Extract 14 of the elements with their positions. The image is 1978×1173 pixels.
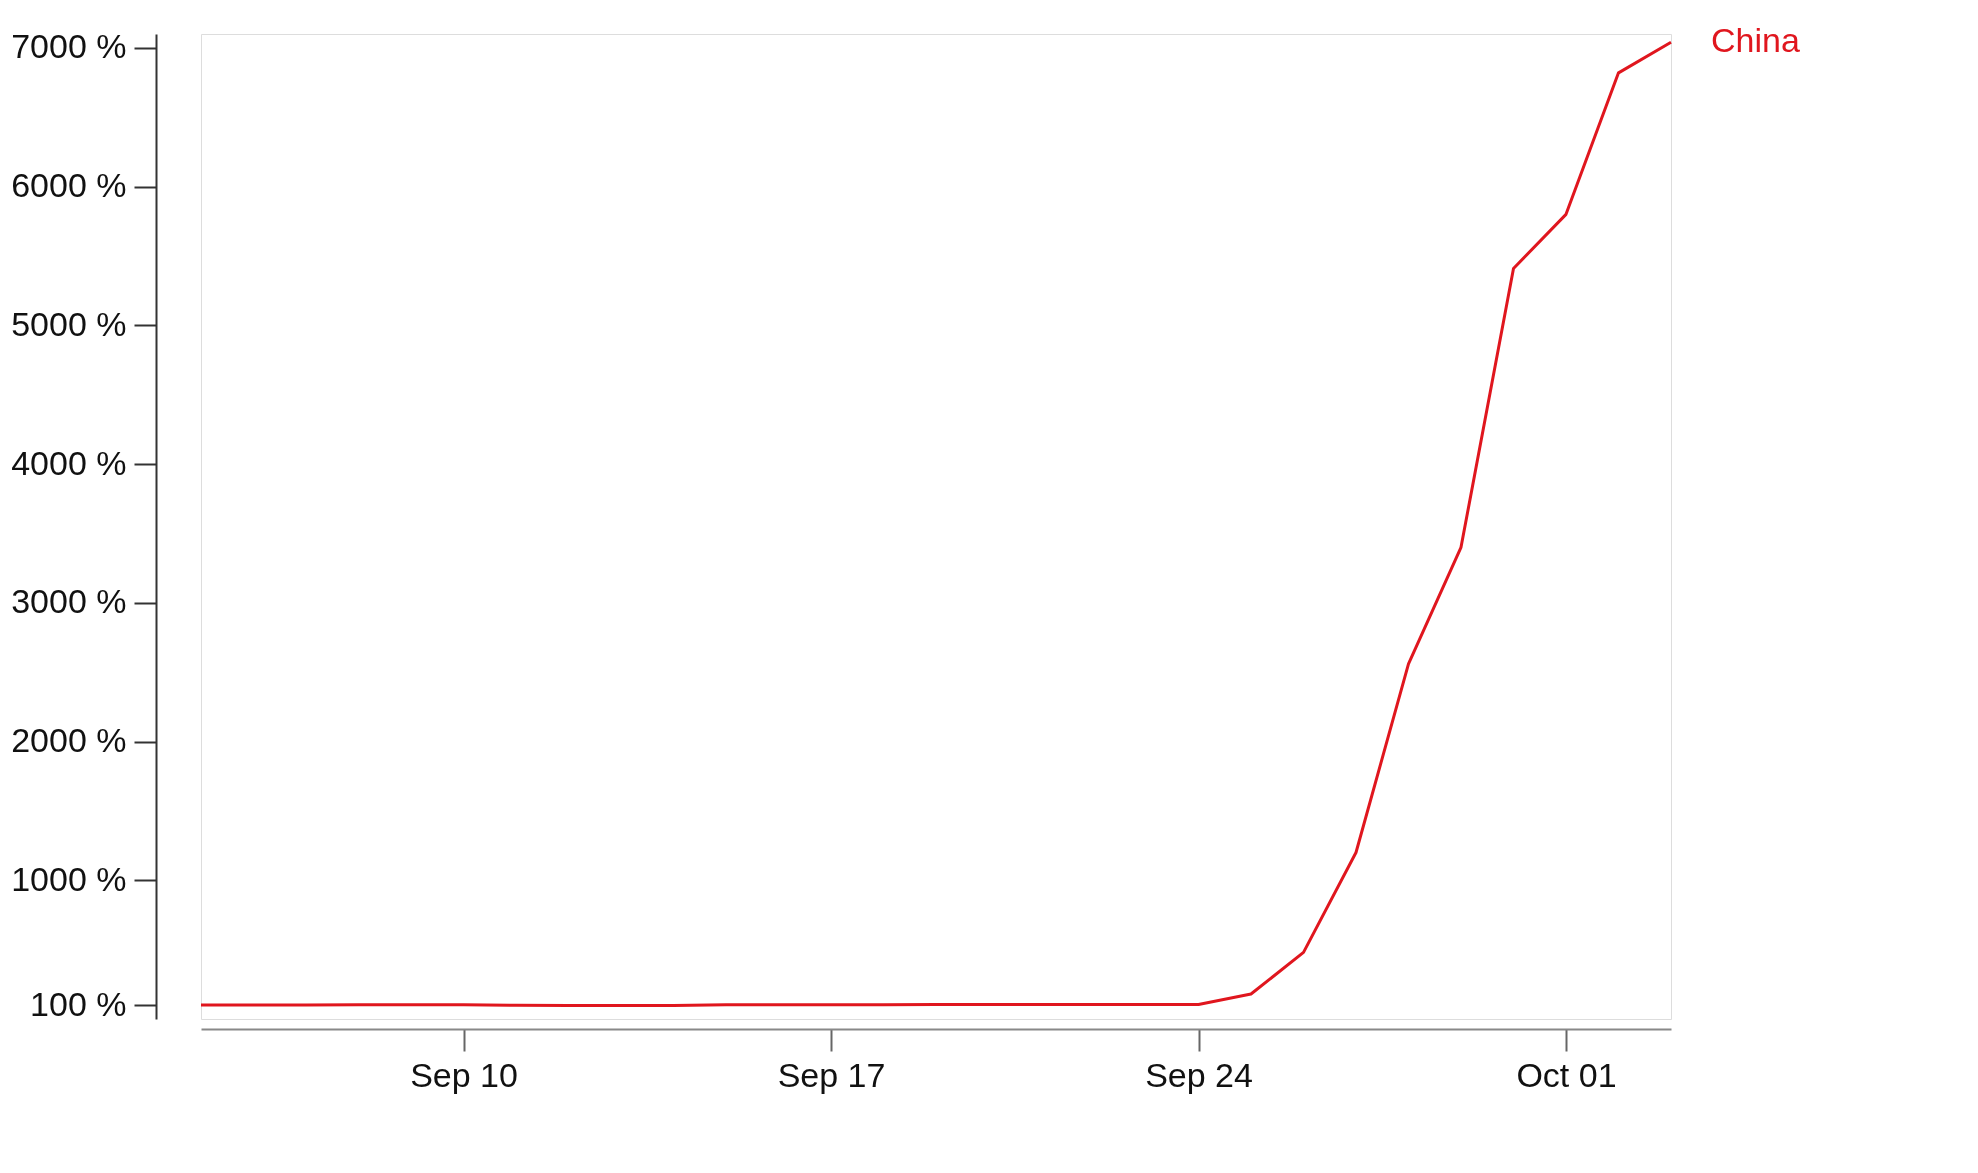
y-tick-label: 4000 % — [11, 443, 127, 482]
line-series — [199, 40, 1673, 1008]
x-tick-label: Sep 17 — [777, 1055, 886, 1094]
y-tick-label: 2000 % — [11, 721, 127, 760]
x-tick-label: Sep 24 — [1145, 1055, 1253, 1094]
series-label: China — [1711, 21, 1800, 60]
x-tick-label: Sep 10 — [410, 1055, 518, 1094]
y-tick-label: 1000 % — [11, 859, 127, 898]
x-tick-label: Oct 01 — [1516, 1055, 1617, 1094]
y-tick-label: 5000 % — [11, 304, 127, 343]
y-tick-label: 7000 % — [11, 27, 127, 66]
y-tick-label: 3000 % — [11, 582, 127, 621]
y-tick-label: 6000 % — [11, 166, 127, 205]
y-tick-label: 100 % — [30, 984, 127, 1023]
